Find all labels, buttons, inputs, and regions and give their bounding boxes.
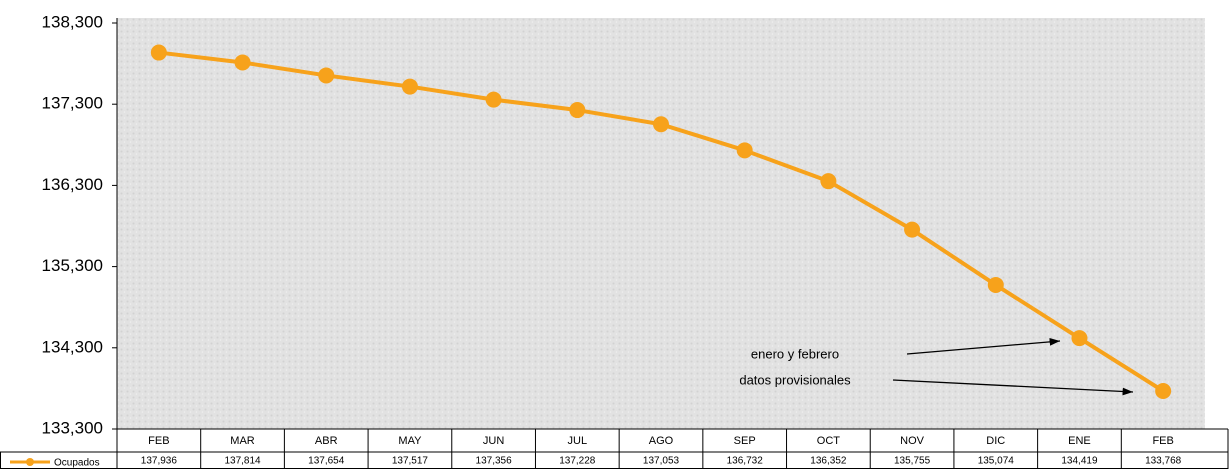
plot-area: [117, 18, 1205, 429]
arrow: [906, 337, 1061, 355]
y-tick-label: 136,300: [42, 175, 103, 194]
x-tick-label: NOV: [900, 435, 925, 447]
y-tick-label: 135,300: [42, 256, 103, 275]
marker: [987, 276, 1004, 293]
marker: [736, 142, 753, 159]
arrow: [892, 379, 1134, 396]
y-tick-label: 137,300: [42, 94, 103, 113]
x-tick-label: AGO: [649, 435, 674, 447]
x-tick-label: FEB: [1152, 435, 1173, 447]
x-tick-label: SEP: [734, 435, 756, 447]
value-label: 135,074: [978, 456, 1015, 467]
marker: [318, 67, 335, 84]
value-label: 137,517: [392, 456, 429, 467]
value-label: 137,654: [308, 456, 345, 467]
marker: [1071, 330, 1088, 347]
x-tick-label: FEB: [148, 435, 169, 447]
x-tick-label: ENE: [1068, 435, 1091, 447]
marker: [1155, 382, 1172, 399]
x-tick-label: MAR: [230, 435, 255, 447]
x-tick-label: MAY: [398, 435, 422, 447]
legend-label: Ocupados: [54, 458, 100, 469]
marker: [401, 78, 418, 95]
x-tick-label: JUL: [568, 435, 588, 447]
value-label: 137,936: [141, 456, 178, 467]
value-label: 135,755: [894, 456, 931, 467]
annotation: datos provisionales: [739, 372, 851, 387]
x-tick-label: JUN: [483, 435, 504, 447]
value-label: 137,814: [224, 456, 261, 467]
marker: [653, 116, 669, 133]
x-tick-label: DIC: [986, 435, 1005, 447]
value-label: 137,228: [559, 456, 596, 467]
value-label: 137,356: [476, 456, 513, 467]
y-tick-label: 133,300: [42, 418, 103, 437]
x-tick-label: OCT: [817, 435, 841, 447]
marker: [820, 173, 837, 190]
marker: [485, 91, 502, 108]
y-tick-label: 138,300: [42, 12, 103, 31]
legend-marker: [26, 458, 34, 466]
value-label: 133,768: [1145, 456, 1182, 467]
value-label: 137,053: [643, 456, 680, 467]
marker: [569, 102, 586, 119]
x-tick-label: ABR: [315, 435, 338, 447]
annotation: enero y febrero: [751, 346, 839, 361]
value-label: 136,352: [810, 456, 847, 467]
marker: [234, 54, 251, 71]
marker: [150, 44, 167, 61]
value-label: 136,732: [727, 456, 764, 467]
value-label: 134,419: [1061, 456, 1098, 467]
marker: [904, 221, 921, 238]
y-tick-label: 134,300: [42, 337, 103, 356]
